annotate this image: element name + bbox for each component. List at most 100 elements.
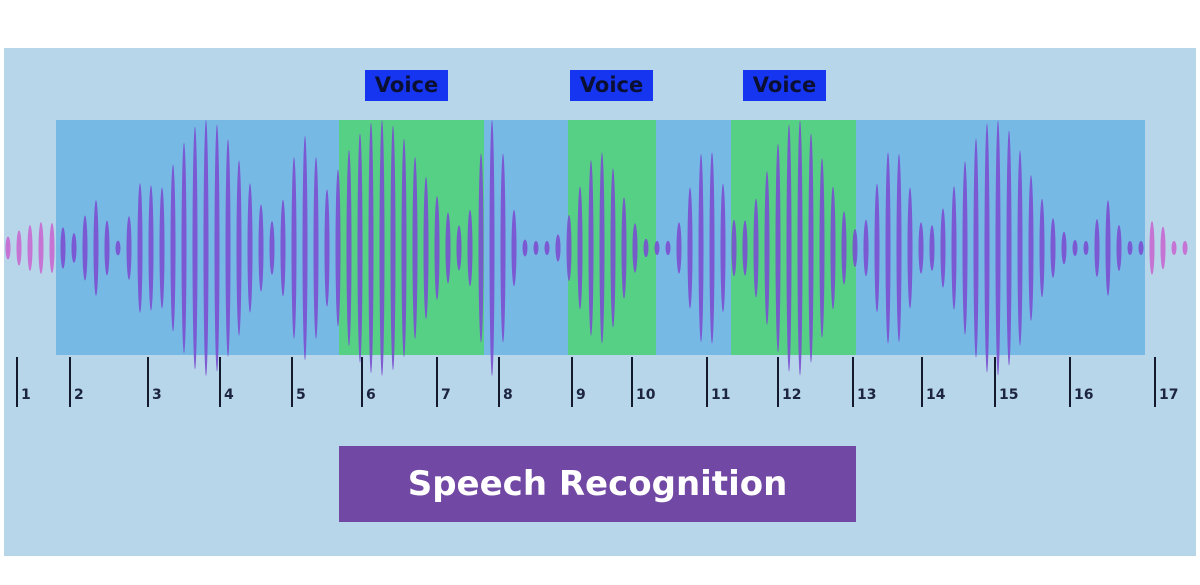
timeline-tick-label: 10 xyxy=(636,387,656,403)
wave-spike xyxy=(181,142,187,354)
wave-spike xyxy=(1050,218,1056,278)
wave-spike xyxy=(643,238,649,258)
wave-spike xyxy=(610,168,616,328)
wave-spike xyxy=(1094,219,1100,277)
timeline-tick-label: 8 xyxy=(503,387,513,403)
wave-spike xyxy=(962,161,968,335)
wave-spike xyxy=(324,189,330,307)
timeline-tick-label: 6 xyxy=(366,387,376,403)
wave-spike xyxy=(819,158,825,338)
wave-spike xyxy=(731,219,737,277)
wave-spike xyxy=(390,125,396,371)
wave-spike xyxy=(1138,241,1144,255)
wave-spike xyxy=(159,187,165,309)
wave-spike xyxy=(269,221,275,275)
timeline-tick-label: 15 xyxy=(999,387,1019,403)
wave-spike xyxy=(1072,240,1078,256)
timeline-tick-label: 12 xyxy=(782,387,802,403)
wave-spike xyxy=(71,233,77,263)
wave-spike xyxy=(170,164,176,332)
timeline-tick-label: 5 xyxy=(296,387,306,403)
wave-spike xyxy=(335,169,341,327)
wave-spike xyxy=(577,186,583,310)
wave-spike xyxy=(401,138,407,358)
wave-spike xyxy=(1039,198,1045,298)
wave-spike xyxy=(38,222,44,274)
wave-spike xyxy=(984,123,990,373)
wave-spike xyxy=(907,187,913,309)
wave-spike xyxy=(874,183,880,313)
wave-spike xyxy=(709,152,715,344)
wave-spike xyxy=(346,149,352,347)
wave-spike xyxy=(115,240,121,256)
wave-spike xyxy=(478,153,484,343)
wave-spike xyxy=(753,198,759,298)
timeline-tick-label: 2 xyxy=(74,387,84,403)
wave-spike xyxy=(797,120,803,376)
wave-spike xyxy=(775,143,781,353)
wave-spike xyxy=(1160,226,1166,270)
wave-spike xyxy=(742,220,748,276)
wave-spike xyxy=(852,228,858,268)
wave-spike xyxy=(258,204,264,292)
wave-spike xyxy=(511,209,517,287)
wave-spike xyxy=(566,214,572,282)
wave-spike xyxy=(49,223,55,273)
wave-spike xyxy=(621,197,627,299)
wave-spike xyxy=(445,212,451,284)
wave-spike xyxy=(808,133,814,363)
wave-spike xyxy=(951,186,957,310)
wave-spike xyxy=(786,124,792,372)
wave-spike xyxy=(203,120,209,376)
wave-spike xyxy=(918,222,924,274)
wave-spike xyxy=(544,241,550,255)
timeline-tick-label: 11 xyxy=(711,387,731,403)
voice-label-1: Voice xyxy=(365,70,448,101)
wave-spike xyxy=(929,225,935,271)
wave-spike xyxy=(82,215,88,281)
wave-spike xyxy=(533,241,539,255)
wave-spike xyxy=(313,157,319,339)
wave-spike xyxy=(104,220,110,276)
voice-label-2: Voice xyxy=(570,70,653,101)
wave-spike xyxy=(192,126,198,370)
voice-label-3: Voice xyxy=(743,70,826,101)
speech-recognition-label: Speech Recognition xyxy=(339,446,856,522)
voice-region-3 xyxy=(731,120,856,355)
wave-spike xyxy=(588,160,594,336)
wave-spike xyxy=(16,230,22,266)
timeline-tick-label: 1 xyxy=(21,387,31,403)
wave-spike xyxy=(720,183,726,313)
wave-spike xyxy=(489,120,495,376)
waveform xyxy=(5,120,1188,376)
wave-spike xyxy=(863,219,869,277)
wave-spike xyxy=(137,183,143,313)
timeline-tick-label: 16 xyxy=(1074,387,1094,403)
wave-spike xyxy=(368,122,374,374)
wave-spike xyxy=(896,154,902,342)
timeline-tick-label: 17 xyxy=(1159,387,1179,403)
wave-spike xyxy=(302,136,308,360)
wave-spike xyxy=(973,138,979,358)
wave-spike xyxy=(1105,200,1111,296)
wave-spike xyxy=(456,225,462,271)
wave-spike xyxy=(5,236,11,260)
wave-spike xyxy=(632,223,638,273)
wave-spike xyxy=(357,133,363,363)
wave-spike xyxy=(93,200,99,296)
wave-spike xyxy=(1171,241,1177,255)
wave-spike xyxy=(764,171,770,325)
wave-spike xyxy=(225,139,231,357)
wave-spike xyxy=(423,176,429,320)
wave-spike xyxy=(1006,130,1012,366)
wave-spike xyxy=(698,154,704,342)
timeline-tick-label: 13 xyxy=(857,387,877,403)
wave-spike xyxy=(1017,150,1023,346)
wave-spike xyxy=(687,187,693,309)
timeline-tick-label: 9 xyxy=(576,387,586,403)
wave-spike xyxy=(1182,241,1188,255)
wave-spike xyxy=(27,224,33,272)
timeline-tick-label: 7 xyxy=(441,387,451,403)
wave-spike xyxy=(291,157,297,339)
wave-spike xyxy=(676,222,682,274)
